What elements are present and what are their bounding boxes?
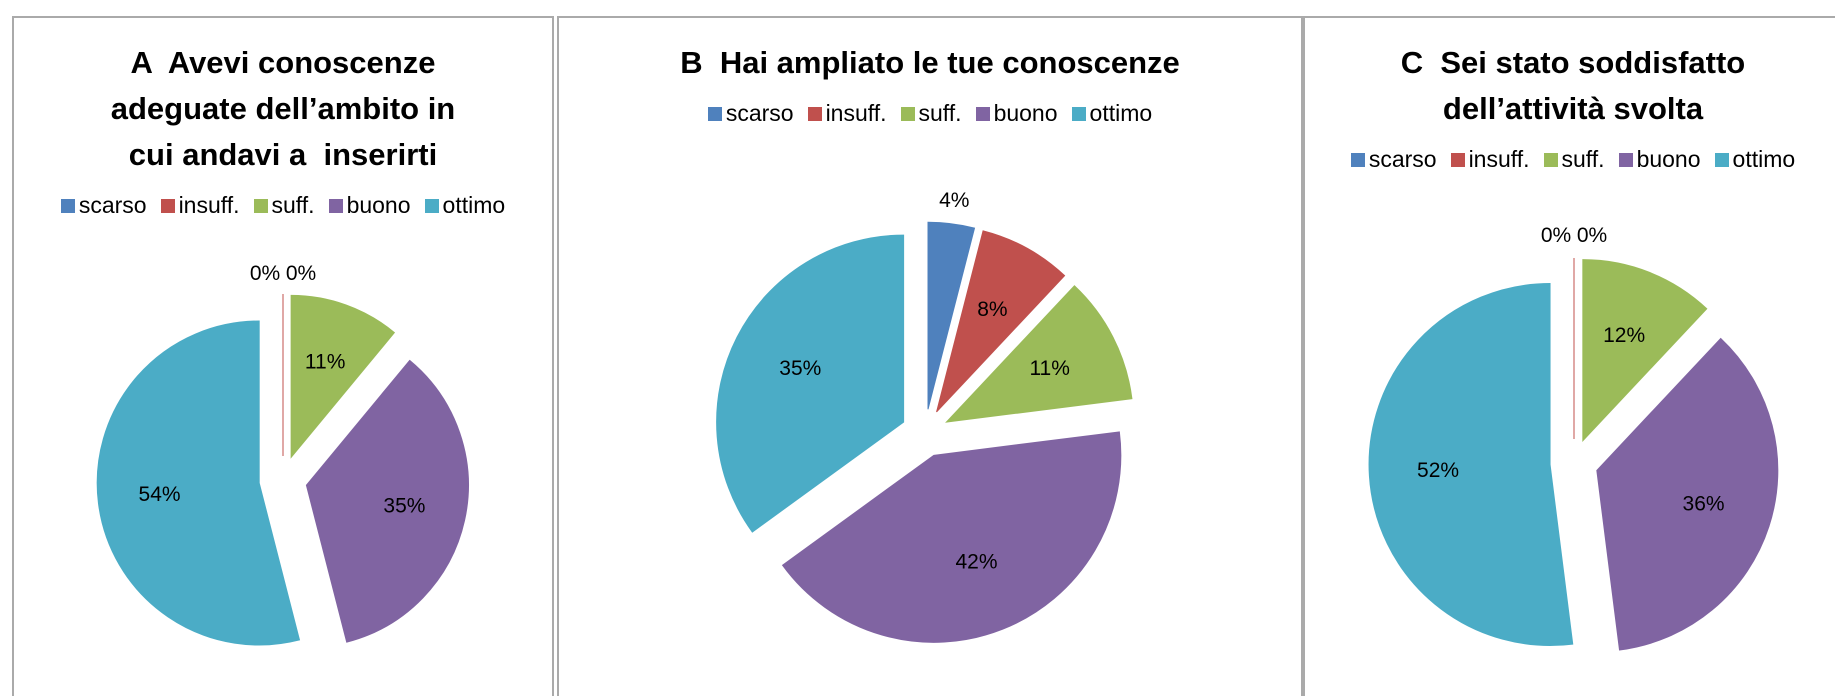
data-label: 0% bbox=[1577, 224, 1607, 247]
legend-label: ottimo bbox=[442, 192, 506, 218]
legend-label: insuff. bbox=[825, 100, 887, 126]
chart-panel: 4% 8% 11% 42% 35% B Hai ampliato le tue conos… bbox=[557, 16, 1303, 696]
legend-swatch bbox=[1714, 152, 1729, 167]
legend-swatch bbox=[1450, 152, 1465, 167]
data-label: 0% bbox=[1541, 224, 1571, 247]
data-label: 4% bbox=[939, 189, 969, 212]
legend-swatch bbox=[900, 106, 915, 121]
legend-swatch bbox=[1618, 152, 1633, 167]
pie-slice bbox=[716, 234, 905, 533]
data-label: 11% bbox=[305, 350, 345, 373]
chart-panel: 0% 0% 11% 35% 54% A Avevi conoscenze adeguate… bbox=[12, 16, 554, 696]
pie-area: 4% 8% 11% 42% 35% bbox=[716, 189, 1133, 643]
data-label: 11% bbox=[1029, 357, 1069, 380]
legend-label: ottimo bbox=[1089, 100, 1153, 126]
legend-swatch bbox=[160, 198, 175, 213]
legend-item: scarso bbox=[60, 192, 147, 219]
data-label: 0% bbox=[250, 262, 280, 285]
legend-label: insuff. bbox=[178, 192, 240, 218]
legend-swatch bbox=[975, 106, 990, 121]
legend-item: suff. bbox=[253, 192, 315, 219]
legend: scarso insuff. suff. buono ottimo bbox=[559, 100, 1301, 127]
legend-item: buono bbox=[1618, 146, 1701, 173]
legend-item: insuff. bbox=[160, 192, 240, 219]
pie-slice bbox=[96, 320, 301, 646]
legend-swatch bbox=[1350, 152, 1365, 167]
legend-label: suff. bbox=[271, 192, 315, 218]
legend-swatch bbox=[1071, 106, 1086, 121]
data-label: 36% bbox=[1683, 493, 1725, 516]
legend-label: insuff. bbox=[1468, 146, 1530, 172]
pie-slice bbox=[290, 294, 396, 459]
chart-title: A Avevi conoscenze adeguate dell’ambito … bbox=[110, 45, 464, 172]
legend: scarso insuff. suff. buono ottimo bbox=[1305, 146, 1835, 173]
legend-swatch bbox=[1543, 152, 1558, 167]
legend-item: ottimo bbox=[1071, 100, 1153, 127]
legend-label: buono bbox=[1636, 146, 1701, 172]
legend-item: insuff. bbox=[807, 100, 887, 127]
data-label: 12% bbox=[1603, 324, 1645, 347]
pie-slice bbox=[1596, 337, 1779, 651]
legend-swatch bbox=[424, 198, 439, 213]
legend-item: insuff. bbox=[1450, 146, 1530, 173]
pie-slice bbox=[945, 285, 1133, 423]
pie-slice bbox=[781, 431, 1122, 643]
legend-swatch bbox=[328, 198, 343, 213]
data-label: 52% bbox=[1417, 459, 1459, 482]
pie-area: 0% 0% 11% 35% 54% bbox=[96, 262, 469, 646]
legend-item: ottimo bbox=[1714, 146, 1796, 173]
legend-item: suff. bbox=[900, 100, 962, 127]
pie-slice bbox=[1582, 259, 1708, 442]
page: 0% 0% 11% 35% 54% A Avevi conoscenze adeguate… bbox=[12, 16, 1835, 696]
pie-slice bbox=[936, 230, 1066, 413]
legend-label: scarso bbox=[1368, 146, 1437, 172]
legend-item: suff. bbox=[1543, 146, 1605, 173]
data-label: 42% bbox=[955, 551, 997, 574]
data-label: 35% bbox=[383, 495, 425, 518]
pie-slice bbox=[305, 359, 469, 643]
pie-slice bbox=[927, 221, 976, 410]
chart-title: B Hai ampliato le tue conoscenze bbox=[680, 45, 1180, 80]
chart-panel: 0% 0% 12% 36% 52% C Sei stato soddisfatto del… bbox=[1303, 16, 1835, 696]
legend-swatch bbox=[707, 106, 722, 121]
legend-label: ottimo bbox=[1732, 146, 1796, 172]
legend-item: scarso bbox=[1350, 146, 1437, 173]
pie-area: 0% 0% 12% 36% 52% bbox=[1368, 224, 1779, 651]
data-label: 8% bbox=[977, 298, 1007, 321]
legend-swatch bbox=[807, 106, 822, 121]
chart-title: C Sei stato soddisfatto dell’attività sv… bbox=[1400, 45, 1754, 126]
data-label: 35% bbox=[779, 357, 821, 380]
legend-label: scarso bbox=[725, 100, 794, 126]
legend-label: scarso bbox=[78, 192, 147, 218]
legend-item: scarso bbox=[707, 100, 794, 127]
legend-label: buono bbox=[346, 192, 411, 218]
data-label: 54% bbox=[139, 483, 181, 506]
legend: scarso insuff. suff. buono ottimo bbox=[14, 192, 552, 219]
legend-label: buono bbox=[993, 100, 1058, 126]
legend-swatch bbox=[253, 198, 268, 213]
data-label: 0% bbox=[286, 262, 316, 285]
legend-item: buono bbox=[328, 192, 411, 219]
legend-item: ottimo bbox=[424, 192, 506, 219]
legend-item: buono bbox=[975, 100, 1058, 127]
legend-swatch bbox=[60, 198, 75, 213]
pie-slice bbox=[1368, 283, 1574, 647]
legend-label: suff. bbox=[1561, 146, 1605, 172]
legend-label: suff. bbox=[918, 100, 962, 126]
